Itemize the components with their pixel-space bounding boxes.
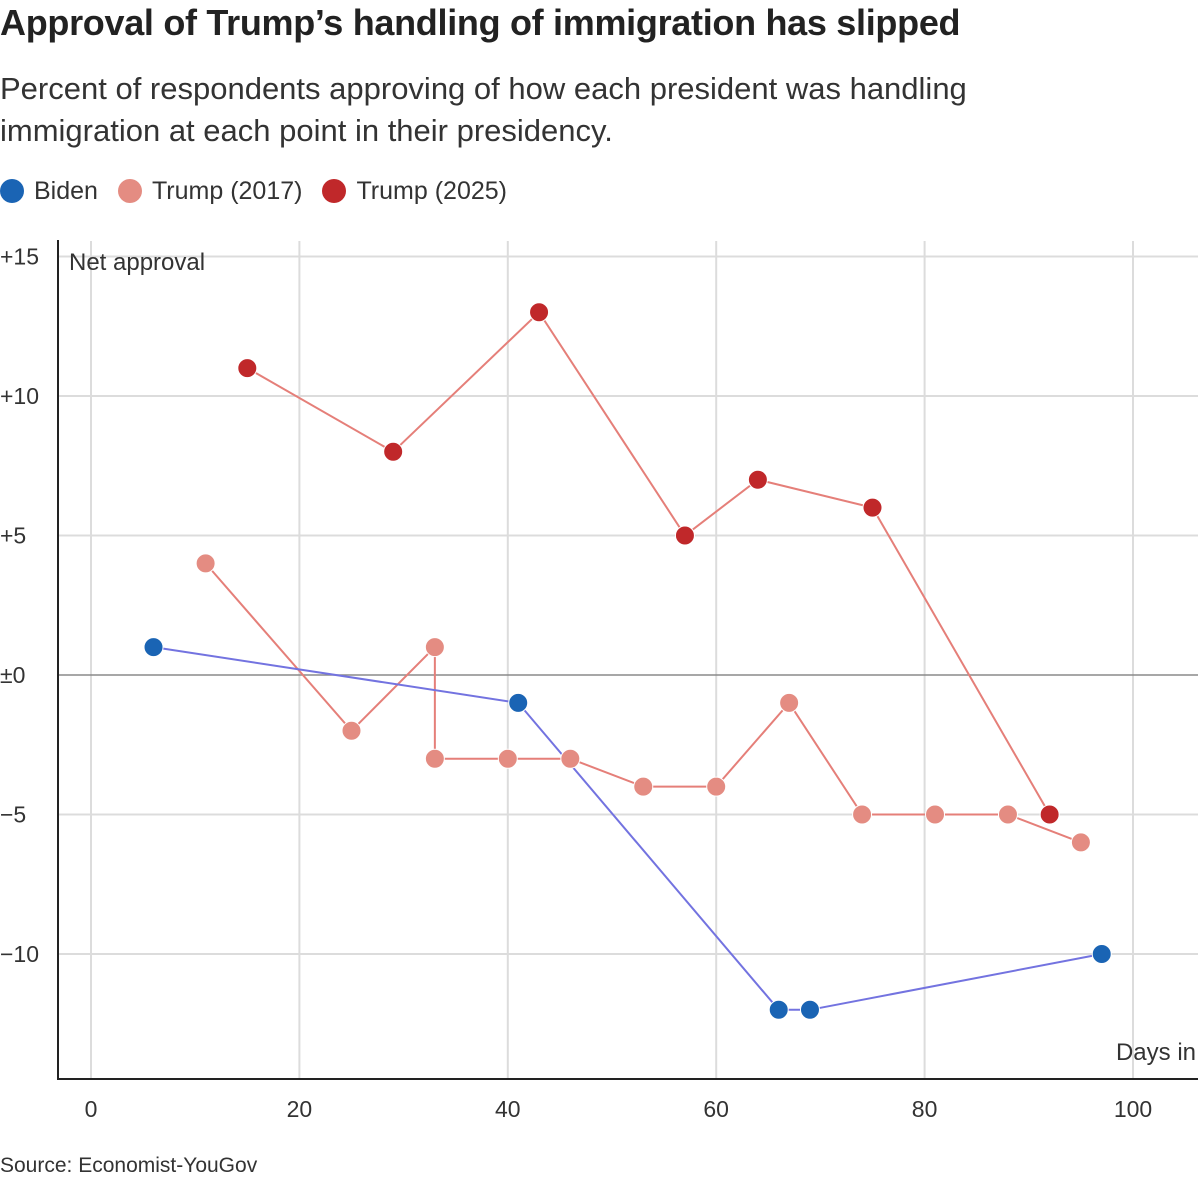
- data-point[interactable]: [674, 525, 695, 546]
- data-point[interactable]: [1091, 944, 1112, 964]
- data-point[interactable]: [779, 692, 800, 713]
- data-point[interactable]: [383, 441, 404, 462]
- legend-label-biden: Biden: [34, 176, 98, 205]
- y-tick-label: +15: [0, 244, 39, 270]
- data-point[interactable]: [862, 497, 883, 518]
- legend: Biden Trump (2017) Trump (2025): [0, 174, 527, 208]
- legend-swatch-trump-2017: [117, 179, 142, 203]
- x-tick-label: 0: [85, 1096, 98, 1122]
- data-point[interactable]: [497, 748, 518, 769]
- y-tick-label: +10: [0, 383, 39, 409]
- data-point[interactable]: [1039, 804, 1060, 825]
- series-line-0: [204, 562, 1082, 844]
- legend-swatch-trump-2025: [322, 179, 347, 203]
- data-point[interactable]: [508, 692, 529, 713]
- y-tick-label: ±0: [0, 662, 25, 688]
- data-point[interactable]: [560, 748, 581, 769]
- data-point[interactable]: [997, 804, 1018, 825]
- data-point[interactable]: [852, 804, 873, 825]
- y-tick-label: −5: [0, 802, 26, 828]
- series-line-2: [153, 646, 1102, 1011]
- data-point[interactable]: [424, 748, 445, 769]
- data-point[interactable]: [768, 999, 789, 1020]
- data-point[interactable]: [799, 999, 820, 1020]
- legend-item-trump-2017: Trump (2017): [117, 176, 303, 206]
- x-tick-label: 80: [912, 1096, 938, 1122]
- source-note: Source: Economist-YouGov: [0, 1154, 258, 1177]
- legend-item-trump-2025: Trump (2025): [322, 177, 507, 206]
- x-axis-label: Days in: [1116, 1039, 1196, 1066]
- legend-item-biden: Biden: [0, 177, 98, 206]
- x-tick-label: 100: [1114, 1096, 1152, 1122]
- data-point[interactable]: [633, 776, 654, 797]
- data-point[interactable]: [341, 720, 362, 741]
- chart-subtitle: Percent of respondents approving of how …: [0, 71, 967, 148]
- x-tick-label: 60: [703, 1096, 729, 1122]
- data-point[interactable]: [1070, 832, 1091, 853]
- data-point[interactable]: [195, 553, 216, 574]
- x-tick-label: 20: [287, 1096, 313, 1122]
- data-point[interactable]: [706, 776, 727, 797]
- x-tick-label: 40: [495, 1096, 521, 1122]
- chart-title: Approval of Trump’s handling of immigrat…: [0, 2, 961, 43]
- line-chart: +15 +10 +5 ±0 −5 −10 0 20 40 60 80 100 Net approval D…: [0, 240, 1198, 1122]
- data-point[interactable]: [424, 637, 445, 658]
- series-line-1: [246, 310, 1051, 815]
- legend-swatch-biden: [0, 179, 24, 203]
- data-point[interactable]: [747, 469, 768, 490]
- y-tick-label: +5: [0, 523, 26, 549]
- legend-label-trump-2017: Trump (2017): [151, 176, 303, 205]
- data-point[interactable]: [143, 637, 164, 658]
- data-point[interactable]: [925, 804, 946, 825]
- data-point[interactable]: [237, 358, 258, 379]
- y-axis-label: Net approval: [69, 249, 205, 276]
- y-tick-label: −10: [0, 941, 39, 967]
- legend-label-trump-2025: Trump (2025): [356, 176, 507, 205]
- data-point[interactable]: [529, 302, 550, 323]
